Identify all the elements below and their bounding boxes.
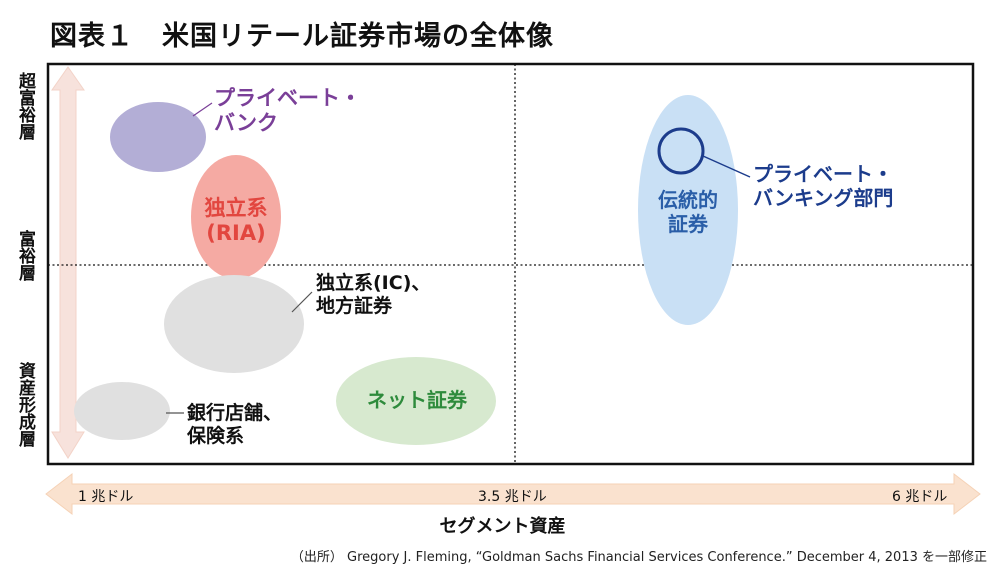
ic-leader xyxy=(291,291,313,313)
plot-frame xyxy=(46,62,975,466)
traditional-label: 伝統的 証券 xyxy=(658,188,718,236)
traditional-ellipse xyxy=(638,95,738,325)
source-note: （出所） Gregory J. Fleming, “Goldman Sachs … xyxy=(290,550,987,565)
vertical-arrow xyxy=(51,66,85,459)
private-bank-leader xyxy=(192,102,213,117)
figure-title: 図表１ 米国リテール証券市場の全体像 xyxy=(50,21,554,52)
horizontal-arrow xyxy=(45,472,981,516)
x-tick-3: 6 兆ドル xyxy=(892,489,948,505)
ic-label: 独立系(IC)、 地方証券 xyxy=(316,272,431,317)
online-label: ネット証券 xyxy=(367,388,467,412)
private-bank-ellipse xyxy=(110,102,206,172)
y-label-wealthy: 富裕層 xyxy=(15,230,35,281)
pb-division-leader xyxy=(702,155,751,178)
pb-division-circle xyxy=(657,127,705,175)
y-label-mass: 資産形成層 xyxy=(15,362,35,447)
x-tick-2: 3.5 兆ドル xyxy=(478,489,547,505)
x-tick-1: 1 兆ドル xyxy=(78,489,134,505)
ria-ellipse xyxy=(191,155,281,279)
pb-division-label: プライベート・ バンキング部門 xyxy=(753,162,894,210)
online-ellipse xyxy=(336,357,496,445)
bank-label: 銀行店舗、 保険系 xyxy=(187,402,283,447)
bank-ellipse xyxy=(74,382,170,440)
x-axis-title: セグメント資産 xyxy=(439,516,566,537)
ria-label: 独立系 (RIA) xyxy=(204,196,268,246)
private-bank-label: プライベート・ バンク xyxy=(214,86,361,136)
y-label-ultra-wealthy: 超富裕層 xyxy=(15,72,35,140)
ic-ellipse xyxy=(164,275,304,373)
